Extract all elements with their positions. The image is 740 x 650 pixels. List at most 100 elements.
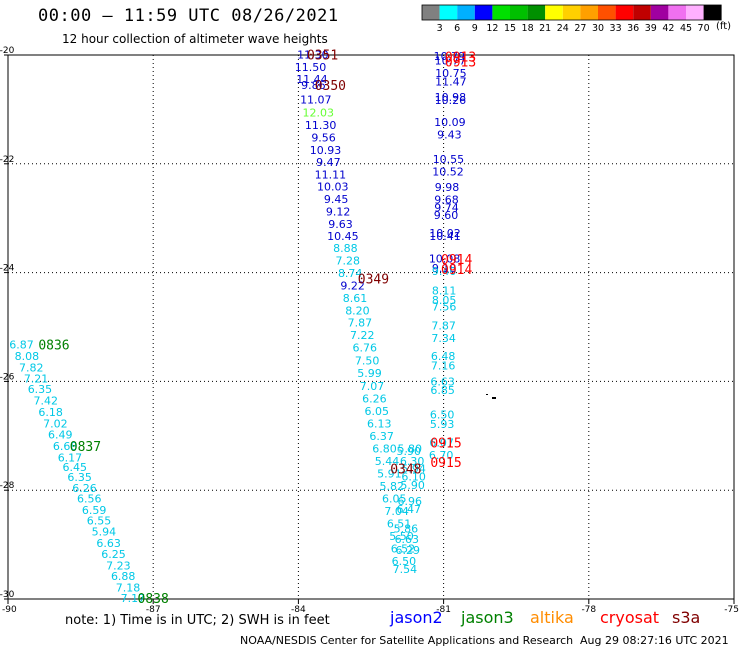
wave-height-label: 6.87 [9,338,34,351]
wave-height-label: 7.87 [348,317,373,330]
wave-height-label: 7.07 [360,380,385,393]
colorbar-level-label: 9 [472,23,478,34]
wave-height-label: 6.85 [430,384,455,397]
wave-height-label: 10.09 [434,116,466,129]
wave-height-label: 8.11 [432,285,457,298]
wave-height-label: 9.43 [437,128,462,141]
wave-height-label: 6.07 [429,436,454,449]
wave-height-label: 6.29 [396,544,421,557]
wave-height-label: 6.68 [53,440,78,453]
wave-height-label: 7.21 [24,373,49,386]
wave-height-label: 6.13 [367,417,392,430]
colorbar-swatch [510,5,528,20]
colorbar-swatch [650,5,669,20]
colorbar-swatch [703,5,722,20]
colorbar-level-label: 12 [486,23,498,34]
colorbar-level-label: 42 [662,23,674,34]
colorbar-level-label: 15 [504,23,516,34]
wave-height-label: 12.03 [302,107,334,120]
wave-height-label: 11.30 [297,48,329,61]
legend-jason2: jason2 [390,608,443,627]
legend-altika: altika [530,608,574,627]
wave-height-label: 10.79 [434,50,466,63]
wave-height-label: 7.18 [116,582,141,595]
pass-time-label: 0349 [358,273,389,288]
colorbar-swatch [580,5,598,20]
wave-height-label: 8.20 [345,305,370,318]
wave-height-label: 6.63 [395,533,420,546]
plot-frame [7,54,735,600]
wave-height-label: 7.04 [384,505,409,518]
wave-height-label: 9.60 [434,209,459,222]
wave-height-label: 6.30 [400,455,425,468]
wave-height-label: 5.86 [394,522,419,535]
x-tick-label: -84 [291,605,306,615]
wave-height-label: 5.50 [389,530,414,543]
wave-height-label: 6.88 [111,570,136,583]
pass-time-label: 0351 [307,48,338,63]
legend-cryosat: cryosat [600,608,660,627]
wave-height-label: 10.93 [310,144,342,157]
y-tick-label: -30 [0,590,15,600]
wave-height-label: 7.22 [350,329,375,342]
wave-height-label: 11.11 [315,169,347,182]
colorbar-level-label: 45 [680,23,692,34]
wave-height-label: 5.94 [92,526,117,539]
wave-height-label: 7.56 [432,300,457,313]
colorbar-swatch [492,5,510,20]
colorbar-swatch [633,5,651,20]
wave-height-label: 7.34 [431,332,456,345]
wave-height-label: 5.90 [397,445,422,458]
wave-height-label: 9.45 [324,193,349,206]
wave-height-label: 11.30 [305,119,337,132]
colorbar-level-label: 27 [574,23,586,34]
colorbar-swatch [474,5,493,20]
wave-height-label: 5.90 [400,479,425,492]
wave-height-label: 6.76 [352,342,377,355]
colorbar-swatch [439,5,458,20]
wave-height-label: 6.63 [430,375,455,388]
y-tick-label: -20 [0,46,15,56]
wave-height-label: 6.05 [382,492,407,505]
wave-height-label: 6.51 [387,517,412,530]
wave-height-label: 6.17 [58,452,83,465]
wave-height-label: 6.59 [82,504,107,517]
wave-height-label: 9.47 [316,156,341,169]
wave-height-label: 7.87 [431,319,456,332]
wave-height-label: 9.74 [434,201,459,214]
colorbar-level-label: 36 [627,23,639,34]
pass-time-label: 0837 [70,440,101,455]
wave-height-label: 6.48 [431,350,456,363]
wave-height-label: 6.37 [369,430,394,443]
wave-height-label: 10.52 [432,165,464,178]
wave-height-label: 11.44 [296,73,328,86]
colorbar-swatch [422,5,440,20]
colorbar-swatch [598,5,616,20]
colorbar-swatch [686,5,704,20]
pass-time-label: 0836 [38,338,69,353]
wave-height-label: 8.05 [432,294,457,307]
y-tick-label: -24 [0,264,15,274]
wave-height-labels: 11.3011.5011.449.8611.0712.0311.309.5610… [9,48,466,604]
wave-height-label: 6.35 [28,383,53,396]
colorbar-border [421,4,722,21]
wave-height-label: 5.94 [401,462,426,475]
colorbar-level-label: 70 [698,23,710,34]
y-tick-label: -26 [0,372,15,382]
wave-height-label: 10.55 [433,153,465,166]
colorbar-swatch [457,5,475,20]
wave-height-label: 8.08 [15,350,40,363]
wave-height-label: 6.35 [67,471,92,484]
wave-height-label: 6.52 [391,542,416,555]
colorbar-level-label: 39 [645,23,657,34]
wave-height-label: 9.86 [301,79,326,92]
wave-height-label: 9.63 [328,218,353,231]
colorbar-level-label: 33 [610,23,622,34]
footer-timestamp: Aug 29 08:27:16 UTC 2021 [580,634,729,647]
wave-height-label: 8.88 [333,242,358,255]
wave-height-label: 6.26 [362,392,387,405]
colorbar-swatch [545,5,563,20]
pass-time-label: 0913 [445,56,476,71]
wave-height-label: 11.50 [295,61,327,74]
